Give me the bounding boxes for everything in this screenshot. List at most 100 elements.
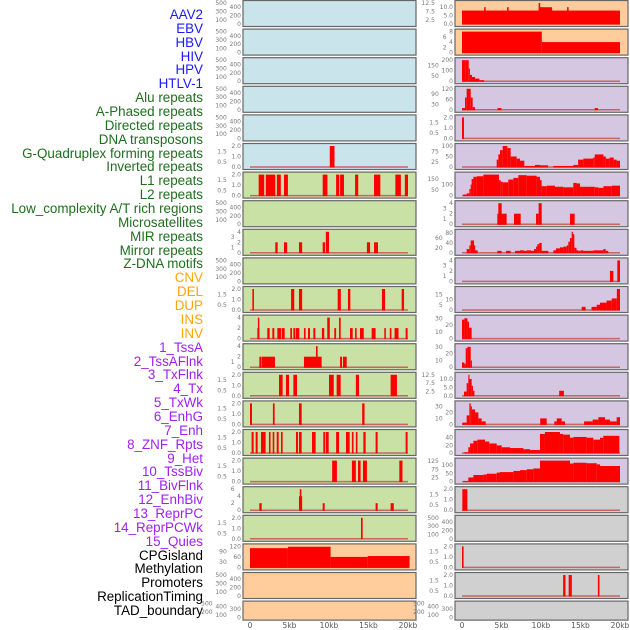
data-bar <box>345 432 350 454</box>
y-tick-label: 2.0 <box>443 486 453 493</box>
data-bar <box>578 159 584 168</box>
data-bar <box>506 250 511 254</box>
data-bar <box>563 434 570 454</box>
panel-background <box>242 57 417 85</box>
data-bar <box>375 432 378 454</box>
data-bar <box>524 250 527 254</box>
panel-background <box>242 142 417 171</box>
track-label: 6_EnhG <box>153 408 203 424</box>
data-bar <box>475 412 479 425</box>
data-bar <box>489 443 497 454</box>
data-bar <box>276 432 279 454</box>
y-tick-label: 50 <box>445 470 453 477</box>
data-bar <box>616 289 620 311</box>
data-bar <box>536 176 540 197</box>
data-bar <box>556 248 560 254</box>
data-bar <box>298 432 302 454</box>
y-tick-label: 100 <box>442 182 454 189</box>
data-bar <box>272 432 275 454</box>
panel-background <box>242 400 417 428</box>
data-bar <box>298 289 303 311</box>
y-tick-label: 75 <box>431 466 439 473</box>
data-bar <box>290 328 293 340</box>
data-bar <box>476 176 484 197</box>
data-bar <box>569 213 575 225</box>
y-tick-label: 500 <box>427 515 439 522</box>
y-tick-label: 100 <box>215 589 227 596</box>
y-tick-label: 80 <box>445 230 453 237</box>
data-bar <box>502 146 508 168</box>
y-tick-label: 50 <box>445 154 453 161</box>
panel-background <box>454 257 629 285</box>
data-bar <box>375 503 378 511</box>
y-tick-label: 20 <box>445 351 453 358</box>
y-tick-label: 200 <box>230 70 242 77</box>
data-bar <box>513 177 519 197</box>
y-tick-label: 0 <box>449 307 453 314</box>
data-bar <box>540 418 547 425</box>
panel-background <box>242 571 417 600</box>
y-tick-label: 15 <box>435 291 443 298</box>
data-bar <box>478 418 482 425</box>
y-tick-label: 4 <box>237 343 241 350</box>
panel-background <box>242 514 417 542</box>
data-bar <box>367 556 410 568</box>
y-tick-label: 400 <box>230 90 242 97</box>
data-bar <box>471 385 473 397</box>
data-bar <box>486 473 497 483</box>
data-bar <box>467 346 471 368</box>
y-tick-label: 2.0 <box>443 572 453 579</box>
y-tick-label: 6 <box>443 34 447 41</box>
y-tick-label: 0.5 <box>217 473 227 480</box>
y-tick-label: 1.5 <box>429 491 439 498</box>
data-bar <box>477 439 485 454</box>
data-bar <box>470 360 472 368</box>
data-bar <box>581 306 586 311</box>
y-tick-label: 90 <box>219 549 227 556</box>
x-tick-label: 20kb <box>611 621 630 630</box>
data-bar <box>524 165 535 168</box>
y-tick-label: 400 <box>230 262 242 269</box>
data-bar <box>502 182 509 197</box>
y-tick-label: 0.5 <box>429 502 439 509</box>
y-tick-label: 2.0 <box>231 372 241 379</box>
y-tick-label: 60 <box>445 96 453 103</box>
panel-background <box>242 200 417 228</box>
data-bar <box>573 436 587 454</box>
data-bar <box>554 186 564 197</box>
data-bar <box>394 328 399 340</box>
y-tick-label: 0.0 <box>231 307 241 314</box>
track-label: 1_TssA <box>159 339 203 355</box>
data-bar <box>598 187 604 197</box>
y-tick-label: 2.0 <box>443 543 453 550</box>
y-tick-label: 1.0 <box>443 497 453 504</box>
y-tick-label: 0 <box>449 336 453 343</box>
y-tick-label: 0.0 <box>443 393 453 400</box>
y-tick-label: 1.5 <box>429 120 439 127</box>
data-bar <box>593 157 595 168</box>
y-tick-label: 0.5 <box>217 187 227 194</box>
y-tick-label: 400 <box>427 603 439 610</box>
x-tick-label: 0 <box>248 621 253 630</box>
y-tick-label: 120 <box>442 86 454 93</box>
data-bar <box>572 234 575 254</box>
data-bar <box>250 403 252 425</box>
panel-background <box>454 571 629 600</box>
data-bar <box>498 180 501 197</box>
data-bar <box>389 328 392 340</box>
y-tick-label: 0 <box>449 107 453 114</box>
y-tick-label: 0 <box>449 450 453 457</box>
track-label: Promoters <box>141 575 203 591</box>
y-tick-label: 0.0 <box>443 21 453 28</box>
panel-background <box>454 486 629 514</box>
data-bar <box>592 419 599 425</box>
data-bar <box>466 415 470 425</box>
y-tick-label: 50 <box>431 73 439 80</box>
data-bar <box>603 249 606 254</box>
data-bar <box>315 346 318 368</box>
y-tick-label: 400 <box>442 519 454 526</box>
y-tick-label: 10 <box>435 357 443 364</box>
data-bar <box>462 117 464 139</box>
track-label: HTLV-1 <box>158 76 203 92</box>
